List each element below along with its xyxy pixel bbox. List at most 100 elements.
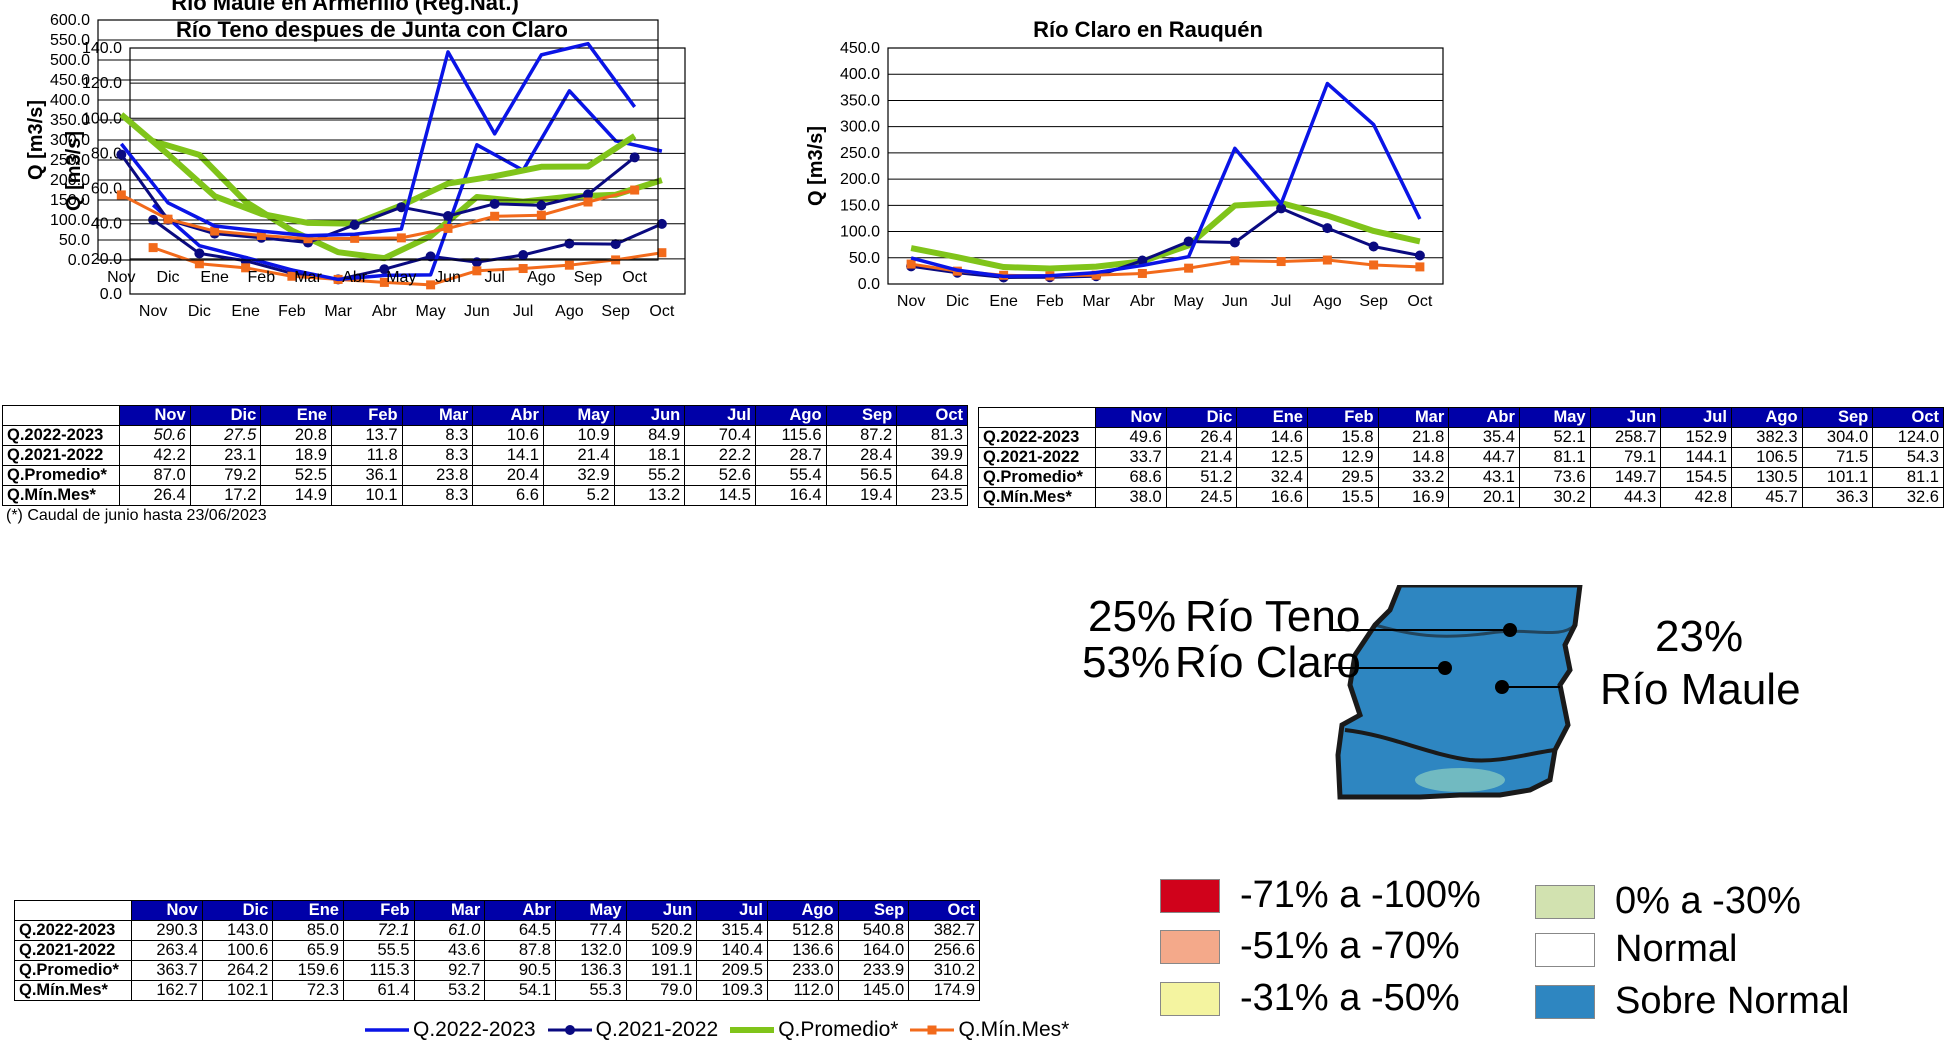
legend-label: -31% a -50%	[1240, 977, 1460, 1019]
series-line-3	[152, 246, 663, 287]
table-cell: 382.3	[1730, 427, 1803, 448]
table-cell: 16.6	[1236, 487, 1308, 508]
table-cell: 17.2	[189, 485, 262, 506]
table-cell: 61.0	[413, 920, 486, 941]
table-cell: 12.5	[1236, 447, 1308, 468]
y-axis-label: Q [m3/s]	[805, 126, 827, 206]
y-tick-label: 60.0	[91, 181, 122, 198]
x-tick-label: May	[416, 303, 446, 320]
teno-percentage: 25%	[1088, 592, 1177, 641]
table-header-cell: Oct	[908, 900, 980, 921]
data-point	[1414, 250, 1425, 261]
table-cell: 16.9	[1377, 487, 1450, 508]
table-cell: 30.2	[1518, 487, 1591, 508]
table-cell: 55.3	[554, 980, 627, 1001]
table-cell: 55.5	[342, 940, 415, 961]
table-cell: 28.4	[825, 445, 898, 466]
series-legend-item: Q.Mín.Mes*	[910, 1018, 1069, 1042]
data-point	[490, 211, 500, 221]
x-tick-label: Ago	[555, 303, 584, 320]
table-header-cell: Feb	[342, 900, 415, 921]
table-cell: 55.2	[613, 465, 686, 486]
table-cell: 310.2	[908, 960, 980, 981]
table-cell: 10.6	[472, 425, 544, 446]
table-header-cell: Jun	[613, 405, 686, 426]
legend-item-dry-0-30: 0% a -30%	[1535, 880, 1801, 923]
table-row: Q.Mín.Mes* 162.7 102.1 72.3 61.4 53.2 54.1 55.3…	[14, 980, 980, 1001]
table-cell: 8.3	[401, 445, 474, 466]
x-tick-label: Feb	[248, 269, 276, 286]
table-cell: 5.2	[542, 485, 615, 506]
table-cell: 44.3	[1589, 487, 1662, 508]
table-corner	[2, 405, 120, 426]
table-cell: 22.2	[684, 445, 756, 466]
data-point	[518, 249, 529, 260]
data-point	[303, 234, 313, 244]
chart-rio-teno: Río Teno despues de Junta con Claro 0.0 20…	[0, 0, 880, 400]
table-row: Q.Mín.Mes* 38.0 24.5 16.6 15.5 16.9 20.1 30.2 44…	[978, 487, 1944, 508]
table-header-cell: Jun	[625, 900, 698, 921]
table-cell: 24.5	[1165, 487, 1238, 508]
table-cell: 130.5	[1730, 467, 1803, 488]
table-row: Q.2022-2023 50.6 27.5 20.8 13.7 8.3 10.6 10.9 84…	[2, 425, 968, 446]
table-cell: 72.3	[272, 980, 344, 1001]
table-cell: 11.8	[330, 445, 403, 466]
table-cell: 39.9	[896, 445, 968, 466]
table-header-cell: Ene	[260, 405, 332, 426]
table-header-cell: Oct	[1872, 407, 1944, 428]
table-cell: 10.1	[330, 485, 403, 506]
table-cell: 36.1	[330, 465, 403, 486]
table-cell: 23.8	[401, 465, 474, 486]
legend-item-normal: Normal	[1535, 928, 1737, 971]
table-header-cell: Ago	[754, 405, 827, 426]
table-header-cell: Feb	[330, 405, 403, 426]
series-legend-marker	[564, 1025, 575, 1035]
table-header-cell: Nov	[131, 900, 203, 921]
basin-area	[1335, 582, 1583, 800]
x-tick-label: May	[1174, 293, 1204, 310]
table-cell: 50.6	[119, 425, 191, 446]
table-cell: 106.5	[1730, 447, 1803, 468]
table-cell: 18.1	[613, 445, 686, 466]
table-row: Q.2021-2022 33.7 21.4 12.5 12.9 14.8 44.7 81.1 7…	[978, 447, 1944, 468]
table-header-cell: Feb	[1306, 407, 1379, 428]
x-tick-label: Nov	[139, 303, 167, 320]
table-cell: 19.4	[825, 485, 898, 506]
x-tick-label: Abr	[1130, 293, 1156, 310]
table-cell: 79.1	[1589, 447, 1662, 468]
table-cell: 14.1	[472, 445, 544, 466]
series-legend-label: Q.2022-2023	[413, 1018, 536, 1041]
footnote: (*) Caudal de junio hasta 23/06/2023	[6, 507, 267, 524]
table-cell: 174.9	[908, 980, 980, 1001]
table-cell: 520.2	[625, 920, 698, 941]
x-tick-label: Mar	[1082, 293, 1110, 310]
table-cell: 109.9	[625, 940, 698, 961]
table-header-cell: Ago	[766, 900, 839, 921]
table-cell: 65.9	[272, 940, 344, 961]
legend-item-dry-71-100: -71% a -100%	[1160, 874, 1481, 917]
table-cell: 290.3	[131, 920, 203, 941]
table-cell: 124.0	[1872, 427, 1944, 448]
table-cell: 18.9	[260, 445, 332, 466]
basin-divide	[1344, 728, 1556, 763]
table-cell: 84.9	[613, 425, 686, 446]
table-cell: 112.0	[766, 980, 839, 1001]
table-cell: 145.0	[837, 980, 910, 1001]
data-point	[518, 264, 528, 274]
table-cell: 26.4	[1165, 427, 1238, 448]
table-cell: 33.7	[1095, 447, 1167, 468]
legend-swatch	[1160, 981, 1220, 1016]
data-point	[629, 152, 640, 163]
data-point	[610, 239, 621, 250]
table-corner	[14, 900, 132, 921]
data-point	[1091, 270, 1101, 280]
series-legend-label: Q.2021-2022	[595, 1018, 719, 1041]
teno-point-marker	[1503, 623, 1517, 637]
table-cell: 16.4	[754, 485, 827, 506]
series-legend: Q.2022-2023 Q.2021-2022 Q.Promedio* Q.Mín.M…	[365, 1018, 1081, 1042]
data-point	[425, 251, 436, 262]
table-cell: 73.6	[1518, 467, 1591, 488]
table-header-cell: Dic	[189, 405, 262, 426]
y-tick-label: 100.0	[82, 110, 122, 127]
data-point	[583, 197, 593, 207]
